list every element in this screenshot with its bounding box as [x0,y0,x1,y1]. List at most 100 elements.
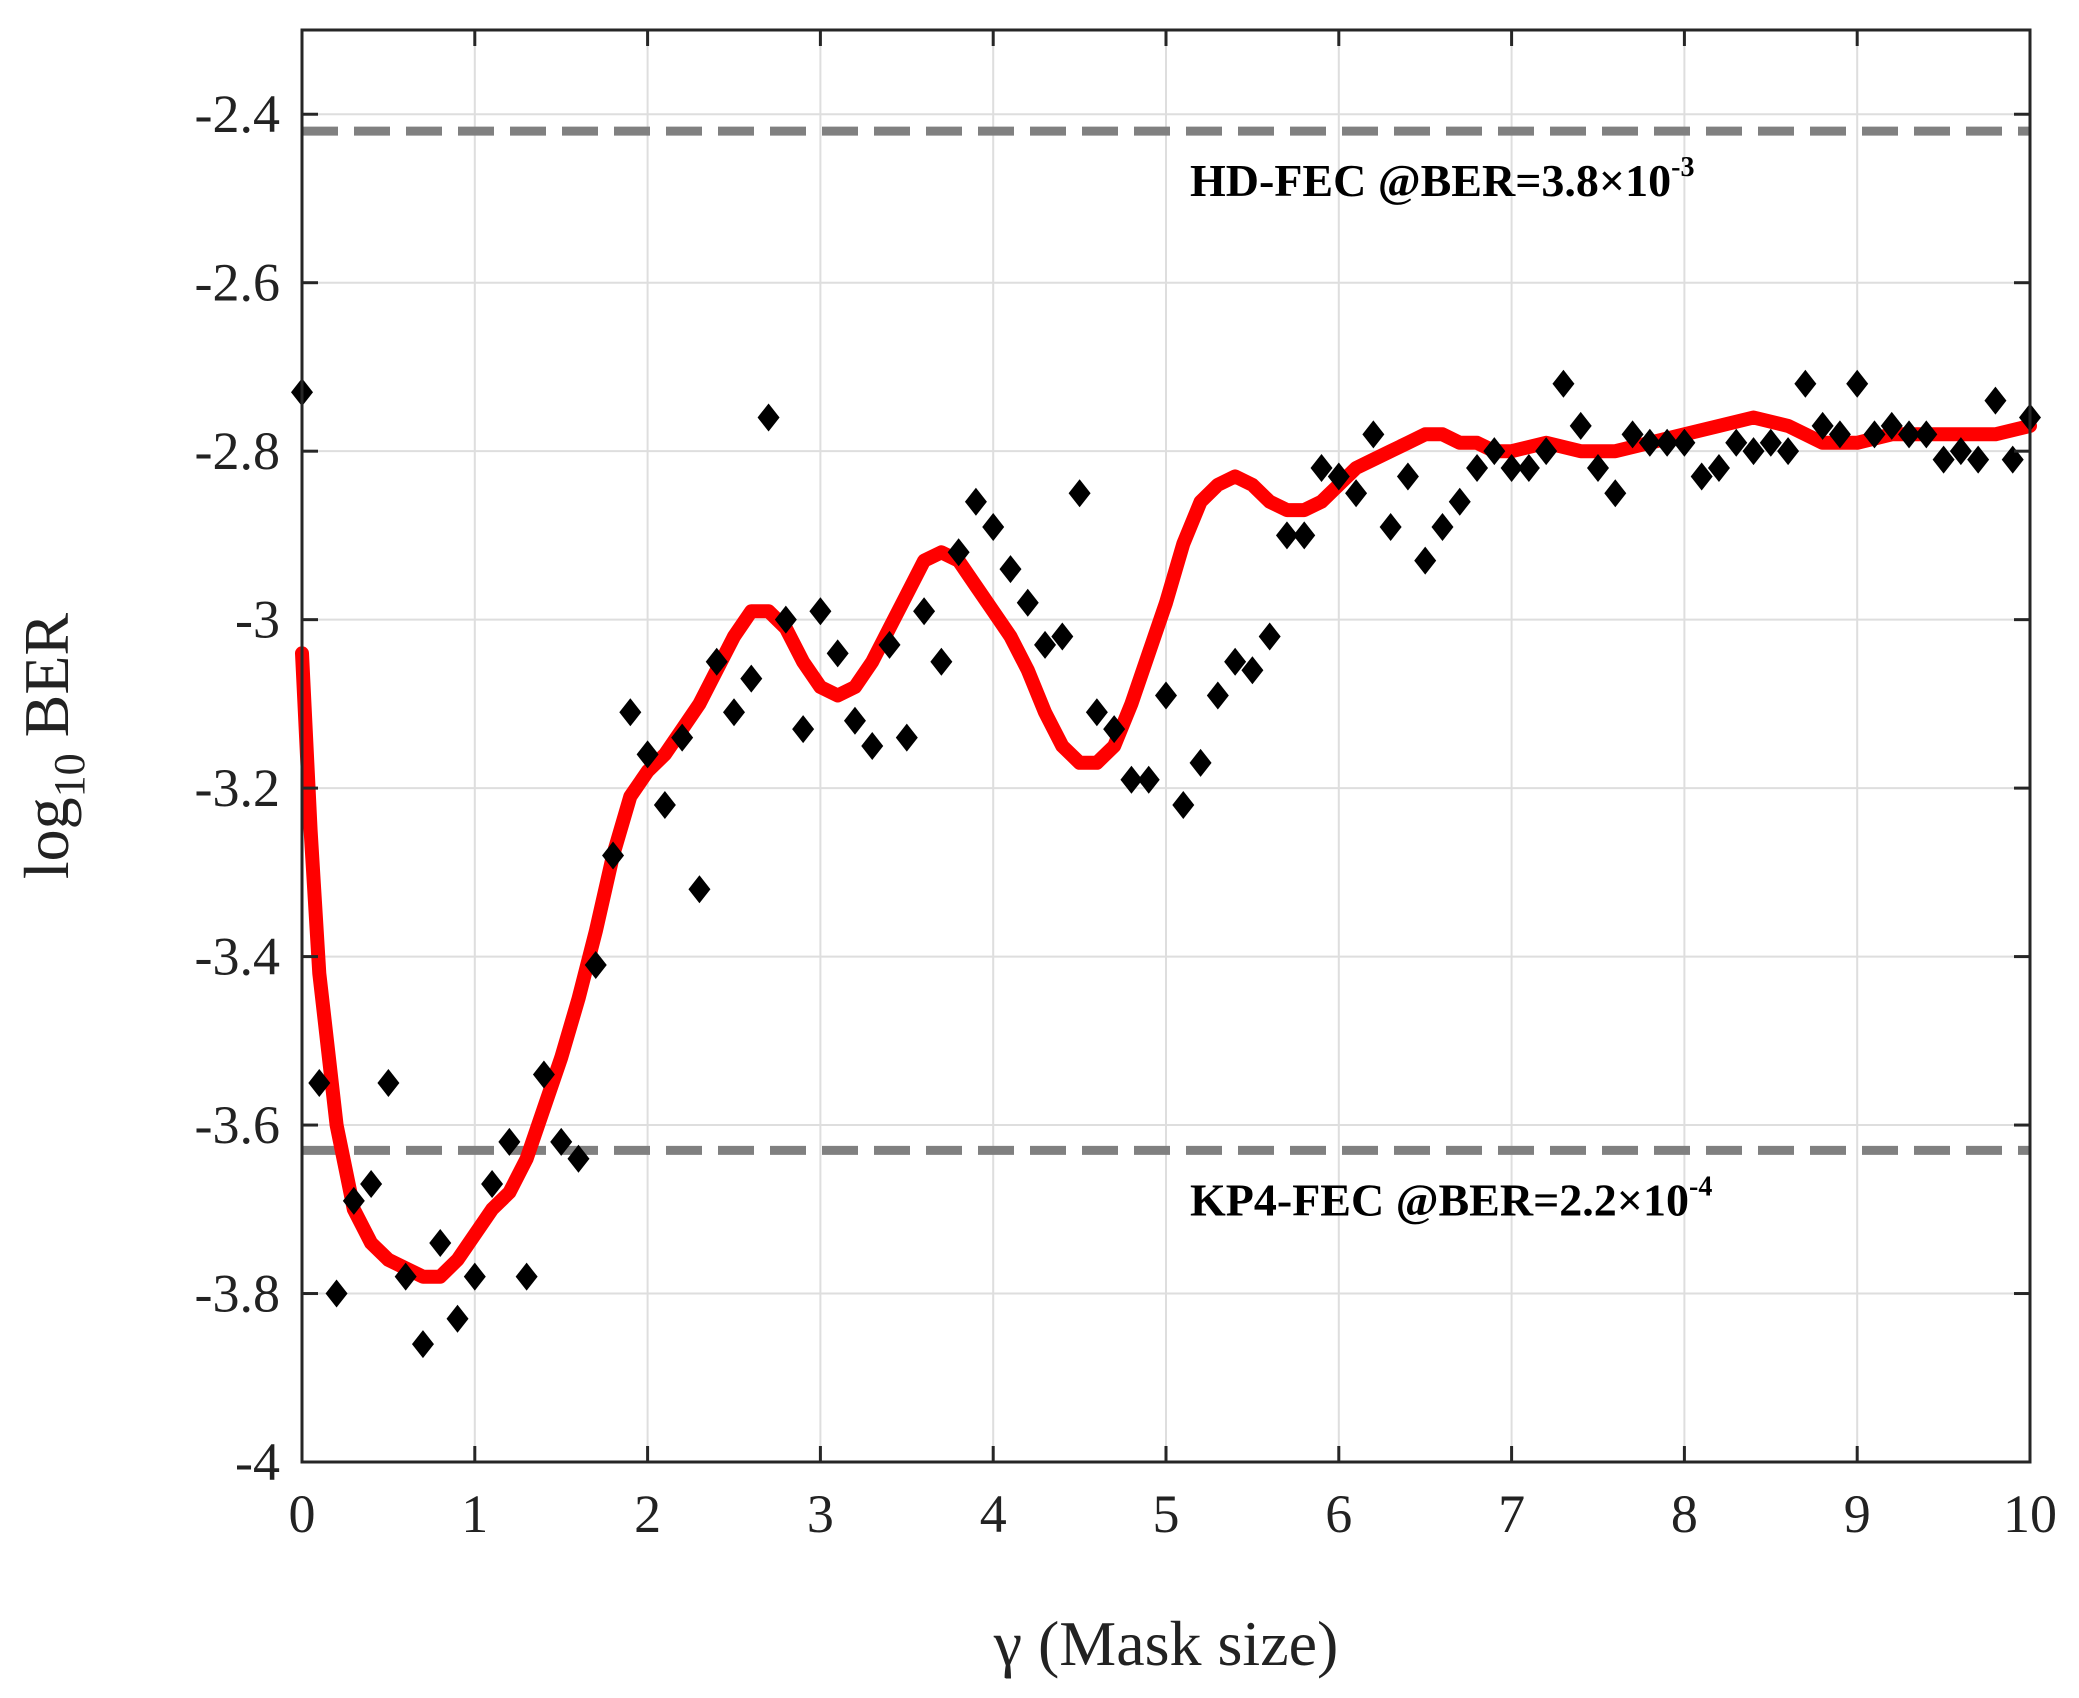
y-axis-label-main: log [11,797,82,879]
data-point [602,841,625,870]
data-point [308,1068,331,1097]
data-point [377,1068,400,1097]
data-point [895,723,918,752]
data-point [740,664,763,693]
y-tick-label: -3.4 [195,927,280,987]
data-point [1016,588,1039,617]
ticks [300,30,2032,1464]
data-point [1915,420,1938,449]
reference-label-text: HD-FEC @BER=3.8×10 [1190,155,1671,206]
data-point [342,1186,365,1215]
y-tick-label: -4 [235,1432,280,1492]
data-point [861,732,884,760]
series-line [295,410,2037,1284]
x-tick-label: 2 [634,1484,661,1544]
y-axis-label-sub: 10 [45,753,94,797]
data-point [1120,765,1143,794]
data-point [636,740,659,769]
data-point [1846,369,1869,398]
data-point [584,951,607,980]
data-point [1258,622,1281,651]
y-tick-label: -2.4 [195,84,280,144]
data-point [1811,411,1834,440]
data-point [532,1060,555,1089]
x-tick-label: 7 [1498,1484,1525,1544]
x-tick-label: 8 [1671,1484,1698,1544]
data-point [1241,656,1264,685]
reference-label-exponent: -4 [1689,1171,1712,1202]
x-tick-label: 10 [2003,1484,2057,1544]
data-point [429,1228,452,1257]
data-point [1085,698,1108,727]
data-point [1517,454,1540,483]
fit-curve [295,410,2037,1284]
data-point [947,538,970,567]
x-tick-label: 9 [1844,1484,1871,1544]
data-point [1794,369,1817,398]
data-point [1828,420,1851,449]
data-point [705,647,728,676]
data-point [1587,454,1609,483]
annotations: HD-FEC @BER=3.8×10-3 KP4-FEC @BER=2.2×10-… [1190,152,1712,1225]
y-axis-label-rest: BER [11,613,82,738]
data-point [723,698,745,727]
data-point [1863,420,1886,449]
data-point [1466,454,1489,483]
data-point [1621,420,1644,449]
data-point [1103,715,1126,744]
svg-text:log10 BER: log10 BER [11,613,94,880]
y-tick-label: -2.8 [195,421,280,481]
data-point [411,1330,434,1359]
data-point [688,875,711,904]
data-point [1604,479,1627,508]
x-tick-label: 4 [980,1484,1007,1544]
reference-label-exponent: -3 [1671,152,1694,183]
data-point [446,1304,469,1333]
data-point [843,706,866,735]
data-point [930,647,953,676]
data-point [1310,454,1333,483]
data-point [913,597,936,626]
data-point [653,790,676,819]
data-markers [291,369,2041,1359]
data-point [1673,428,1696,457]
x-tick-labels: 0 1 2 3 4 5 6 7 8 9 10 [289,1484,2058,1544]
data-point [1431,512,1454,541]
data-point [1569,411,1592,440]
data-point [1345,479,1368,508]
x-tick-label: 5 [1153,1484,1180,1544]
data-point [567,1144,590,1173]
data-point [1414,546,1437,575]
data-point [1137,765,1160,794]
reference-label-text: KP4-FEC @BER=2.2×10 [1190,1174,1689,1225]
data-point [1880,411,1903,440]
data-point [1448,487,1471,516]
reference-label: KP4-FEC @BER=2.2×10-4 [1190,1171,1712,1225]
data-point [1189,748,1212,777]
x-tick-label: 1 [461,1484,488,1544]
data-point [999,555,1022,584]
data-point [964,487,987,516]
data-point [1483,437,1506,466]
y-tick-labels: -4 -3.8 -3.6 -3.4 -3.2 -3 -2.8 -2.6 -2.4 [195,84,280,1492]
data-point [1638,428,1661,457]
data-point [792,715,815,744]
y-tick-label: -3.8 [195,1264,280,1324]
data-point [774,605,797,634]
data-point [1293,521,1316,550]
data-point [671,723,694,752]
data-point [1051,622,1074,651]
data-point [1656,428,1679,457]
x-tick-label: 3 [807,1484,834,1544]
data-point [1224,647,1247,676]
data-point [982,512,1005,541]
data-point [809,597,832,626]
data-point [1984,386,2007,415]
data-point [878,630,901,659]
data-point [481,1170,504,1199]
data-point [1379,512,1402,541]
data-point [1932,445,1955,474]
data-point [1742,437,1765,466]
data-point [1206,681,1229,710]
